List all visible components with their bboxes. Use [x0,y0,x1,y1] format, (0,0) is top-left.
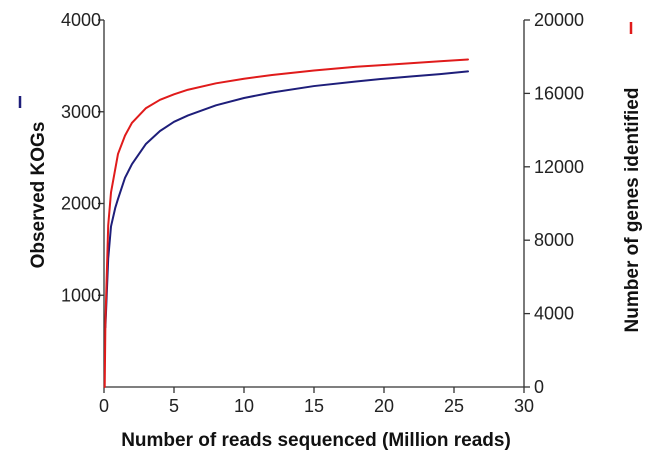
y-left-tick-label: 2000 [61,194,101,214]
y-right-tick-label: 16000 [534,83,584,103]
y-right-tick-label: 0 [534,377,544,397]
x-tick-label: 30 [514,396,534,416]
series-group [103,58,469,388]
y-right-axis-title: Number of genes identified [622,88,643,333]
y-left-tick-label: 1000 [61,285,101,305]
y-right-tick-label: 12000 [534,157,584,177]
y-left-axis-title: Observed KOGs [28,122,49,269]
x-tick-label: 20 [374,396,394,416]
x-tick-label: 0 [99,396,109,416]
y-right-tick-label: 4000 [534,304,574,324]
x-tick-label: 25 [444,396,464,416]
x-tick-label: 10 [234,396,254,416]
y-left-tick-label: 4000 [61,10,101,30]
observed-kogs-line [104,70,469,329]
x-tick-label: 15 [304,396,324,416]
x-axis-title: Number of reads sequenced (Million reads… [121,430,511,451]
y-right-tick-label: 20000 [534,10,584,30]
x-tick-label: 5 [169,396,179,416]
genes-identified-line [103,58,469,388]
y-left-tick-label: 3000 [61,102,101,122]
y-right-tick-label: 8000 [534,230,574,250]
axes-group: 0 5 10 15 20 25 30 1000 2000 3000 4000 0 4000 8000 120… [61,10,584,416]
